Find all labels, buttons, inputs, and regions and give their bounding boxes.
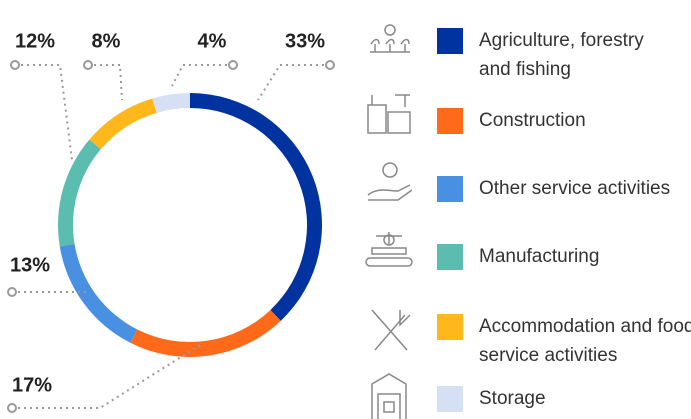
leader-dot [10, 60, 20, 70]
legend-label: Storage [479, 388, 546, 409]
value-label: 4% [198, 30, 227, 52]
donut-segment [152, 93, 190, 113]
value-label: 8% [92, 30, 121, 52]
legend-icons [365, 24, 413, 419]
legend-item: Manufacturing [437, 242, 691, 271]
value-label: 13% [10, 254, 50, 276]
leader-line [171, 64, 233, 87]
leader-dot [83, 60, 93, 70]
legend-item: Storage [437, 384, 691, 413]
leader-dot [325, 60, 335, 70]
legend-label: Other service activities [479, 178, 671, 199]
legend-swatch [437, 314, 463, 340]
legend-swatch [437, 108, 463, 134]
legend-label: Agriculture, forestry and fishing [479, 30, 644, 80]
leader-line [15, 64, 73, 161]
value-label: 17% [12, 374, 52, 396]
value-label: 33% [285, 30, 325, 52]
donut-segment [130, 309, 281, 357]
leader-line [88, 64, 123, 101]
leader-line [257, 64, 330, 101]
legend-swatch [437, 28, 463, 54]
legend-label: Manufacturing [479, 246, 600, 267]
legend-swatch [437, 176, 463, 202]
donut-segment [89, 98, 157, 150]
legend-item: Agriculture, forestry and fishing [437, 26, 679, 84]
leader-dot [228, 60, 238, 70]
legend-swatch [437, 386, 463, 412]
legend-swatch [437, 244, 463, 270]
donut-segment [58, 139, 101, 247]
leader-dot [7, 403, 17, 413]
leader-dot [7, 287, 17, 297]
legend-label: Construction [479, 110, 586, 131]
donut-segment [190, 93, 322, 321]
legend-item: Other service activities [437, 174, 691, 203]
legend-item: Construction [437, 106, 691, 135]
legend-item: Accommodation and food service activitie… [437, 312, 691, 370]
value-label: 12% [15, 30, 55, 52]
legend-label: Accommodation and food service activitie… [479, 316, 691, 366]
donut-segment [59, 243, 138, 343]
